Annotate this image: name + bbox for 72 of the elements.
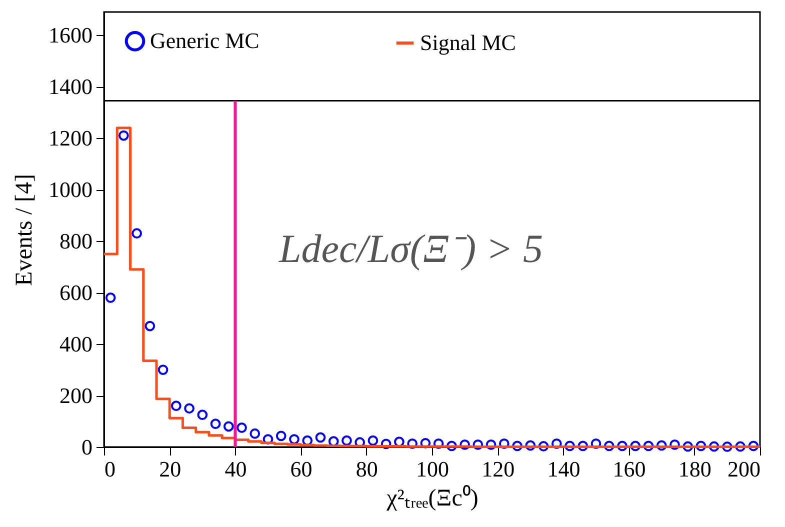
point <box>184 403 194 414</box>
point <box>446 440 457 452</box>
x-tick-label: 200 <box>728 456 760 482</box>
x-tick-label: 40 <box>224 456 247 482</box>
y-tick-label: 1400 <box>48 74 92 100</box>
point <box>486 440 496 450</box>
y-tick-label: 0 <box>82 434 92 460</box>
point <box>276 430 286 442</box>
point <box>538 441 549 452</box>
x-tick-label: 60 <box>290 456 312 482</box>
point <box>354 437 366 448</box>
x-tick-label: 0 <box>104 456 116 482</box>
point <box>670 440 680 450</box>
legend-label: Signal MC <box>420 30 516 55</box>
point <box>525 440 536 451</box>
point <box>250 428 260 439</box>
x-tick-label: 180 <box>678 456 712 482</box>
x-tick-label: 100 <box>416 456 449 482</box>
x-tick-label: 120 <box>482 456 515 482</box>
y-tick-label: 1200 <box>48 126 92 151</box>
x-tick-label: 80 <box>356 456 378 482</box>
x-tick-label: 160 <box>612 456 646 482</box>
y-tick-label: 800 <box>60 228 92 254</box>
point <box>656 440 667 451</box>
y-tick-label: 1600 <box>48 22 92 48</box>
point <box>722 442 732 452</box>
point <box>564 440 575 452</box>
point <box>158 364 168 375</box>
point <box>407 438 418 449</box>
y-tick-label: 400 <box>60 332 92 357</box>
x-tick-label: 20 <box>159 456 182 482</box>
point <box>498 438 510 449</box>
point <box>748 440 759 452</box>
point <box>617 440 628 452</box>
x-axis-title: χ²ₜᵣₑₑ(Ξc⁰) <box>386 484 478 512</box>
point <box>315 432 326 443</box>
y-axis-title: Events / [4] <box>12 174 38 286</box>
point <box>630 440 641 452</box>
point <box>696 440 706 452</box>
point <box>708 441 720 452</box>
point <box>682 441 694 452</box>
y-tick-label: 600 <box>60 280 92 306</box>
point <box>460 440 470 450</box>
y-tick-label: 200 <box>60 383 92 408</box>
point <box>380 438 392 450</box>
point <box>472 440 484 450</box>
point <box>590 438 602 449</box>
point <box>132 228 142 239</box>
point <box>512 440 522 452</box>
x-tick-label: 140 <box>547 456 580 482</box>
point <box>170 400 182 411</box>
point <box>368 435 378 446</box>
point <box>433 438 444 449</box>
point <box>144 320 156 332</box>
point <box>342 435 352 446</box>
point <box>210 418 221 430</box>
point <box>223 421 234 432</box>
legend-label: Generic MC <box>150 28 260 54</box>
point <box>236 422 247 433</box>
point <box>197 410 208 420</box>
point <box>643 440 654 452</box>
point <box>604 440 614 452</box>
point <box>735 441 746 452</box>
point <box>262 434 274 444</box>
point <box>105 292 116 303</box>
point <box>420 438 431 448</box>
point <box>551 438 562 449</box>
point <box>289 434 300 444</box>
point <box>578 440 588 452</box>
point <box>118 130 129 141</box>
y-tick-label: 1000 <box>48 177 92 202</box>
annotation: Ldec/Lσ(Ξ⁻) > 5 <box>278 226 544 271</box>
